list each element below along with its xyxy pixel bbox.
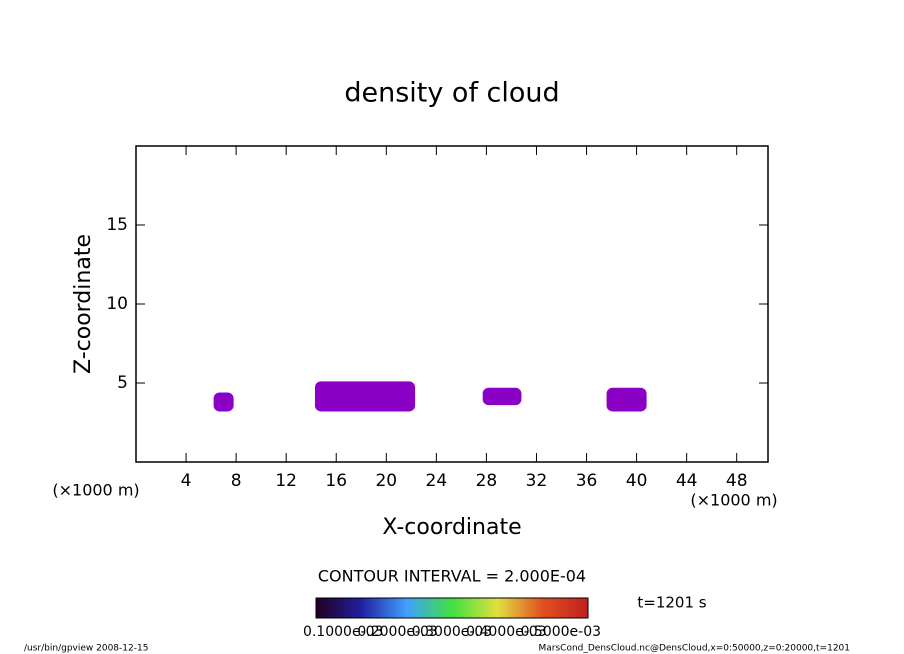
cloud-region — [606, 387, 647, 412]
time-label: t=1201 s — [637, 594, 706, 612]
x-unit: (×1000 m) — [690, 491, 777, 510]
colorbar-label: 0.5000e-03 — [521, 624, 601, 640]
colorbar-label: 0.1000e-03 — [303, 624, 383, 640]
x-tick-label: 4 — [181, 471, 192, 491]
x-tick-label: 48 — [726, 471, 748, 491]
x-tick-label: 8 — [231, 471, 242, 491]
y-tick-label: 10 — [106, 294, 128, 314]
colorbar-label: 0.3000e-03 — [412, 624, 492, 640]
footer-left: /usr/bin/gpview 2008-12-15 — [24, 644, 148, 654]
colorbar-label: 0.4000e-03 — [466, 624, 546, 640]
x-tick-label: 32 — [526, 471, 548, 491]
colorbar-label: 0.2000e-03 — [357, 624, 437, 640]
y-axis-label: Z-coordinate — [71, 234, 96, 374]
x-tick-label: 20 — [375, 471, 397, 491]
x-tick-label: 44 — [676, 471, 698, 491]
y-tick-label: 15 — [106, 215, 128, 235]
footer-right: MarsCond_DensCloud.nc@DensCloud,x=0:5000… — [539, 644, 851, 654]
chart-title: density of cloud — [344, 78, 559, 109]
cloud-region — [314, 381, 416, 412]
cloud-region — [213, 392, 234, 412]
x-tick-label: 12 — [275, 471, 297, 491]
y-tick-label: 5 — [117, 373, 128, 393]
x-tick-label: 24 — [426, 471, 448, 491]
x-tick-label: 40 — [626, 471, 648, 491]
colorbar — [315, 597, 589, 619]
cloud-region — [482, 387, 522, 406]
x-tick-label: 28 — [476, 471, 498, 491]
contour-interval: CONTOUR INTERVAL = 2.000E-04 — [318, 567, 586, 586]
x-tick-label: 16 — [325, 471, 347, 491]
y-unit: (×1000 m) — [52, 481, 139, 500]
x-axis-label: X-coordinate — [382, 515, 521, 540]
plot-frame — [135, 145, 769, 463]
x-tick-label: 36 — [576, 471, 598, 491]
